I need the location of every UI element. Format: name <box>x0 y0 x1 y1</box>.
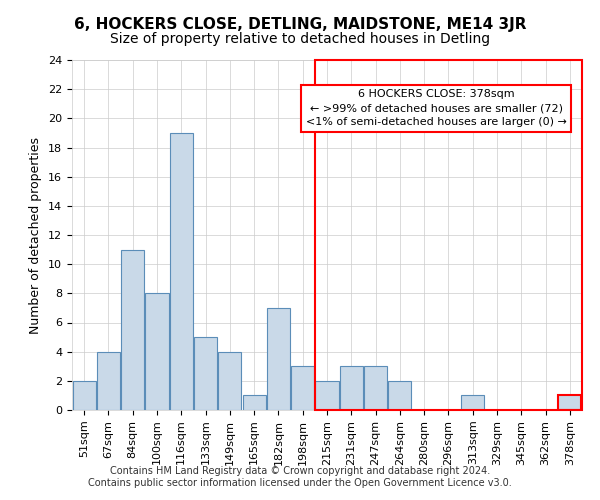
Bar <box>316 381 338 410</box>
Text: Contains HM Land Registry data © Crown copyright and database right 2024.
Contai: Contains HM Land Registry data © Crown c… <box>88 466 512 487</box>
Bar <box>73 381 95 410</box>
Bar <box>145 294 169 410</box>
Text: 6 HOCKERS CLOSE: 378sqm
← >99% of detached houses are smaller (72)
<1% of semi-d: 6 HOCKERS CLOSE: 378sqm ← >99% of detach… <box>306 89 567 127</box>
Text: Size of property relative to detached houses in Detling: Size of property relative to detached ho… <box>110 32 490 46</box>
Y-axis label: Number of detached properties: Number of detached properties <box>29 136 43 334</box>
Bar <box>340 366 363 410</box>
Bar <box>170 133 193 410</box>
Bar <box>291 366 314 410</box>
Bar <box>267 308 290 410</box>
Bar <box>242 396 266 410</box>
Bar <box>97 352 120 410</box>
Bar <box>194 337 217 410</box>
Bar <box>218 352 241 410</box>
Bar <box>388 381 412 410</box>
Bar <box>559 396 581 410</box>
Bar <box>364 366 387 410</box>
Bar <box>461 396 484 410</box>
Bar <box>121 250 144 410</box>
Text: 6, HOCKERS CLOSE, DETLING, MAIDSTONE, ME14 3JR: 6, HOCKERS CLOSE, DETLING, MAIDSTONE, ME… <box>74 18 526 32</box>
